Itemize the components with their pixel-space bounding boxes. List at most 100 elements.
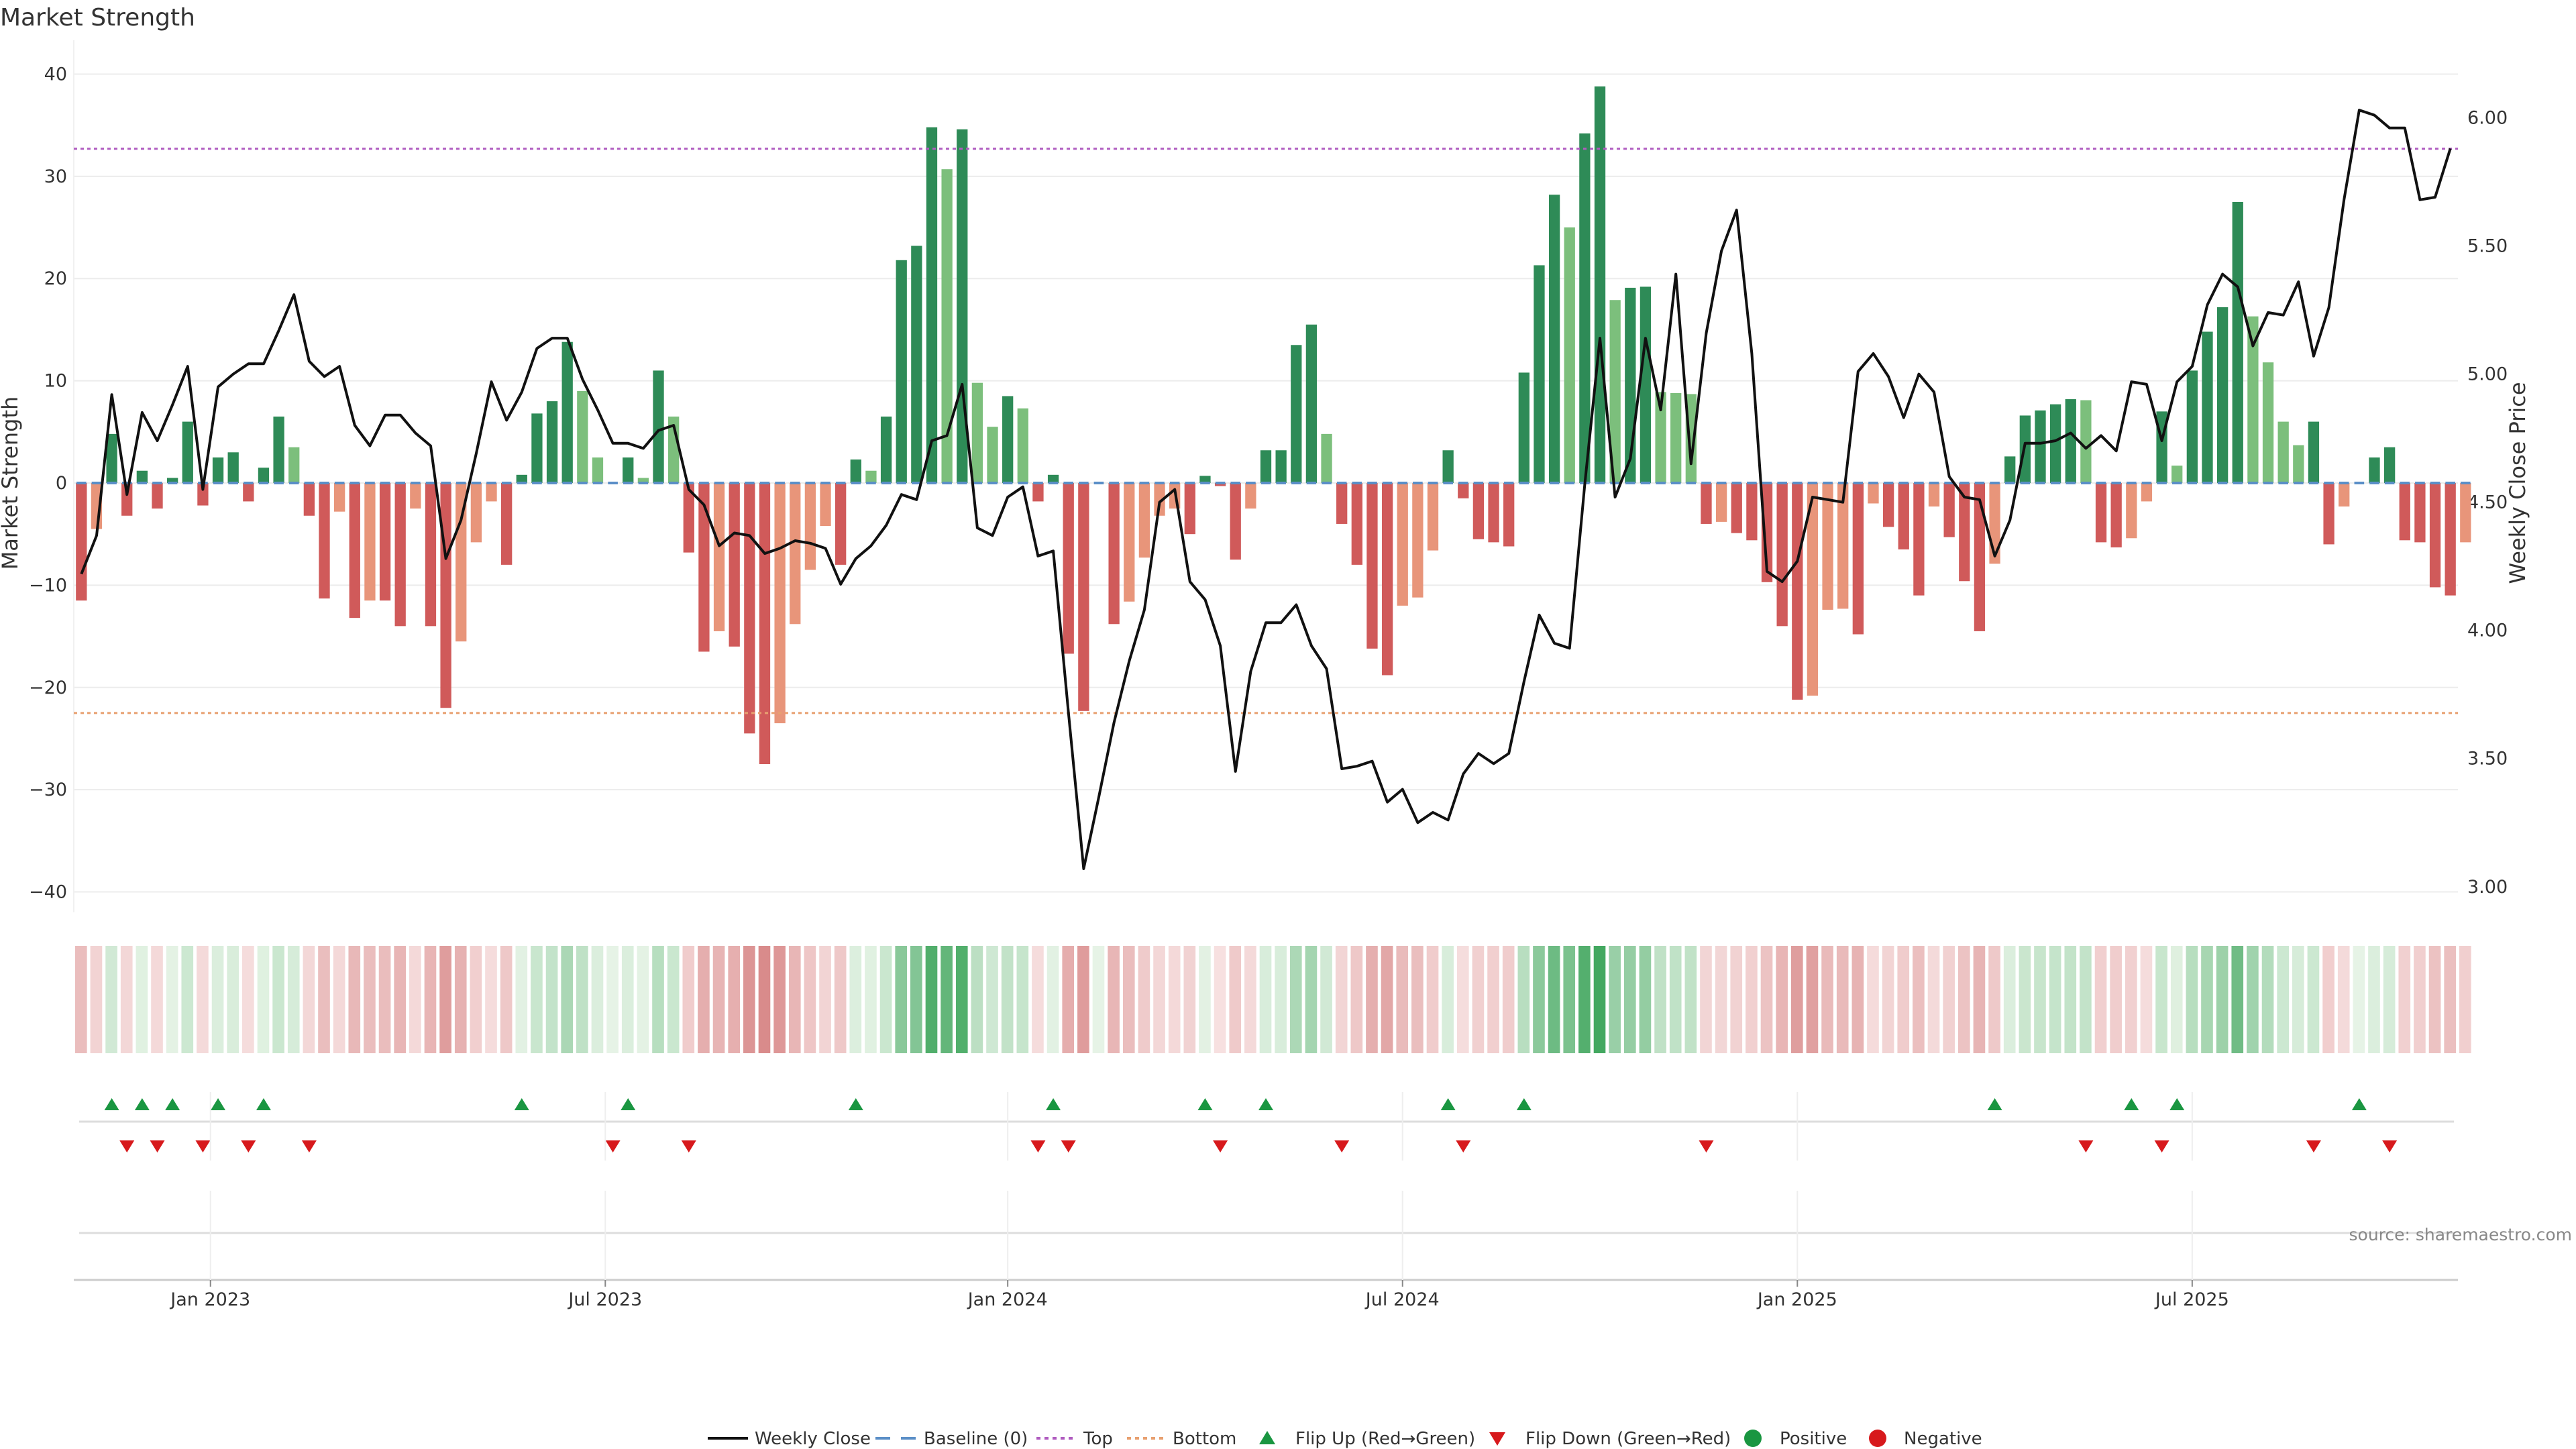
- strength-bar: [577, 390, 588, 483]
- heatmap-cell: [2003, 946, 2016, 1053]
- strength-bar: [1761, 483, 1773, 582]
- strength-bar: [394, 483, 406, 627]
- heatmap-cell: [1092, 946, 1105, 1053]
- strength-bar: [835, 483, 847, 565]
- heatmap-cell: [698, 946, 710, 1053]
- heatmap-cell: [2080, 946, 2092, 1053]
- heatmap-cell: [485, 946, 497, 1053]
- flip-up-marker: [134, 1098, 150, 1110]
- y-tick-label: −30: [29, 780, 67, 800]
- strength-bar: [2460, 483, 2471, 543]
- strength-heatmap-strip: [75, 946, 2471, 1053]
- strength-bar: [744, 483, 755, 734]
- heatmap-cell: [2444, 946, 2456, 1053]
- strength-bar: [152, 483, 163, 509]
- legend-label: Negative: [1904, 1429, 1982, 1449]
- heatmap-cell: [1867, 946, 1879, 1053]
- heatmap-cell: [272, 946, 284, 1053]
- heatmap-cell: [1214, 946, 1226, 1053]
- heatmap-cell: [318, 946, 330, 1053]
- strength-bar: [1609, 300, 1621, 483]
- strength-bar: [987, 427, 998, 483]
- x-tick-label: Jul 2023: [567, 1289, 642, 1310]
- strength-bar: [1655, 392, 1666, 483]
- y-axis-left: 40 30 20 10 0 −10 −20 −30 −40: [29, 64, 67, 902]
- y-tick-label: −20: [29, 678, 67, 698]
- strength-bar: [1715, 483, 1727, 522]
- strength-bar: [1078, 483, 1089, 711]
- heatmap-cell: [576, 946, 588, 1053]
- strength-bar: [592, 457, 604, 483]
- heatmap-cell: [865, 946, 877, 1053]
- heatmap-cell: [1199, 946, 1211, 1053]
- flip-down-marker: [681, 1140, 696, 1152]
- heatmap-cell: [1138, 946, 1150, 1053]
- flip-down-marker: [301, 1140, 317, 1152]
- strength-bar: [729, 483, 740, 647]
- legend-swatch: [1869, 1430, 1886, 1447]
- strength-bar: [425, 483, 437, 627]
- heatmap-cell: [819, 946, 831, 1053]
- heatmap-cell: [2459, 946, 2471, 1053]
- strength-bar: [1518, 372, 1529, 483]
- heatmap-cell: [955, 946, 968, 1053]
- strength-bar: [1047, 474, 1059, 483]
- heatmap-cell: [1746, 946, 1758, 1053]
- heatmap-cell: [90, 946, 103, 1053]
- heatmap-cell: [2398, 946, 2411, 1053]
- strength-bar: [698, 483, 710, 652]
- heatmap-cell: [545, 946, 558, 1053]
- heatmap-cell: [454, 946, 467, 1053]
- heatmap-cell: [2322, 946, 2334, 1053]
- strength-bar: [790, 483, 801, 625]
- heatmap-cell: [1456, 946, 1469, 1053]
- legend-swatch: [1259, 1431, 1275, 1444]
- heatmap-cell: [910, 946, 922, 1053]
- heatmap-cell: [424, 946, 437, 1053]
- strength-bar: [1837, 483, 1849, 609]
- strength-bar: [546, 401, 558, 483]
- heatmap-cell: [1350, 946, 1363, 1053]
- heatmap-cell: [606, 946, 619, 1053]
- heatmap-cell: [1366, 946, 1378, 1053]
- strength-bar: [1275, 450, 1287, 483]
- heatmap-cell: [2292, 946, 2304, 1053]
- strength-bar: [319, 483, 330, 599]
- y-tick-label: 20: [44, 268, 67, 289]
- heatmap-cell: [1943, 946, 1955, 1053]
- heatmap-cell: [333, 946, 345, 1053]
- heatmap-cell: [1335, 946, 1348, 1053]
- y2-tick-label: 5.00: [2467, 364, 2508, 385]
- strength-bar: [1943, 483, 1955, 537]
- strength-bar: [941, 169, 953, 483]
- strength-bar: [243, 483, 254, 502]
- legend-label: Top: [1083, 1429, 1113, 1449]
- x-tick-label: Jul 2024: [1364, 1289, 1440, 1310]
- strength-bar: [926, 127, 938, 483]
- y-tick-label: 0: [56, 473, 67, 494]
- strength-bar: [850, 459, 861, 483]
- heatmap-cell: [1426, 946, 1439, 1053]
- heatmap-cell: [287, 946, 300, 1053]
- strength-bar: [1184, 483, 1195, 535]
- strength-bar: [2429, 483, 2441, 588]
- flip-up-marker: [1258, 1098, 1273, 1110]
- flip-up-marker: [1516, 1098, 1532, 1110]
- strength-bar: [1002, 396, 1014, 483]
- flip-down-marker: [605, 1140, 621, 1152]
- heatmap-cell: [941, 946, 953, 1053]
- strength-bar: [1305, 324, 1318, 483]
- heatmap-cell: [2216, 946, 2229, 1053]
- strength-bar: [2095, 483, 2107, 543]
- heatmap-cell: [1669, 946, 1682, 1053]
- strength-bar: [2065, 399, 2076, 483]
- strength-bar: [683, 483, 694, 553]
- heatmap-cell: [2307, 946, 2320, 1053]
- heatmap-cell: [637, 946, 649, 1053]
- heatmap-cell: [621, 946, 634, 1053]
- chart-title: Market Strength: [0, 4, 195, 32]
- strength-bar: [623, 457, 634, 483]
- strength-bar: [1670, 392, 1682, 483]
- flip-down-marker: [1061, 1140, 1076, 1152]
- strength-bar: [2399, 483, 2410, 541]
